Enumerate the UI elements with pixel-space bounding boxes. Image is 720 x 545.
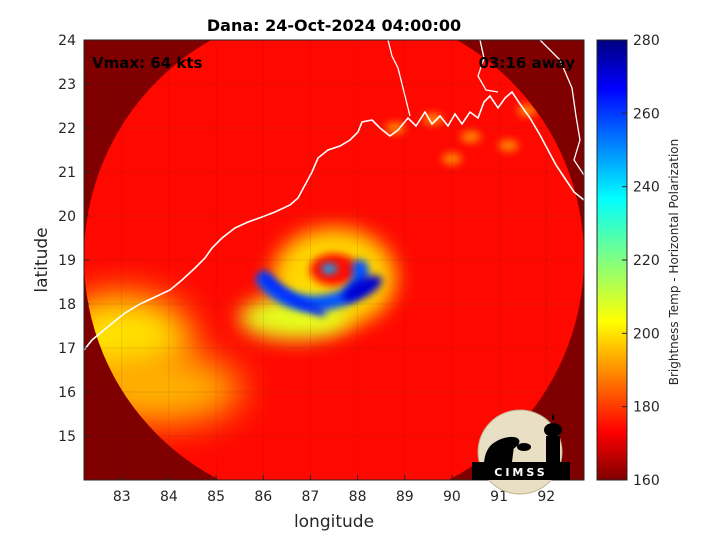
y-tick-label: 20	[58, 209, 76, 225]
y-tick-label: 15	[58, 429, 76, 445]
coastline	[84, 90, 584, 351]
plot-frame	[83, 39, 585, 481]
border-east	[477, 40, 584, 176]
eyewall-core	[342, 275, 383, 302]
cimss-logo: CIMSS	[472, 409, 570, 495]
river-ganges	[387, 40, 411, 117]
convection-cell	[441, 152, 462, 165]
x-axis-label: longitude	[294, 512, 374, 532]
rainband-west	[260, 273, 326, 317]
convection-cell	[460, 130, 481, 143]
colorbar-ticks: 160 180 200 220 240 260 280	[622, 33, 660, 489]
eye-spot	[321, 263, 338, 274]
chart-title: Dana: 24-Oct-2024 04:00:00	[207, 16, 461, 35]
y-tick-label: 24	[58, 33, 76, 49]
colorbar-tick-label: 240	[633, 180, 660, 196]
y-tick-label: 23	[58, 77, 76, 93]
time-away-annotation: 03:16 away	[479, 54, 576, 72]
x-tick-label: 92	[537, 489, 555, 505]
colorbar-tick-label: 280	[633, 33, 660, 49]
heatmap	[84, 40, 584, 480]
x-tick-label: 91	[490, 489, 508, 505]
logo-tower-icon	[546, 436, 560, 462]
convection-cell	[385, 122, 406, 134]
y-tick-label: 19	[58, 253, 76, 269]
logo-text: CIMSS	[494, 466, 547, 479]
vmax-annotation: Vmax: 64 kts	[92, 54, 202, 72]
colorbar-tick-label: 220	[633, 253, 660, 269]
swath	[84, 40, 584, 480]
x-tick-label: 85	[207, 489, 225, 505]
x-tick-label: 89	[396, 489, 414, 505]
colorbar-tick-label: 200	[633, 326, 660, 342]
x-tick-label: 83	[113, 489, 131, 505]
x-tick-label: 86	[254, 489, 272, 505]
colorbar-label: Brightness Temp - Horizontal Polarizatio…	[667, 139, 681, 386]
x-axis-ticks: 83 84 85 86 87 88 89 90 91 92	[113, 475, 555, 505]
x-tick-label: 88	[349, 489, 367, 505]
y-tick-label: 21	[58, 165, 76, 181]
logo-banner	[472, 462, 570, 480]
x-tick-label: 84	[160, 489, 178, 505]
colorbar-tick-label: 160	[633, 473, 660, 489]
gridlines	[84, 39, 584, 480]
colorbar-tick-label: 260	[633, 106, 660, 122]
y-axis-ticks: 15 16 17 18 19 20 21 22 23 24	[58, 33, 89, 445]
x-tick-label: 90	[443, 489, 461, 505]
y-tick-label: 22	[58, 121, 76, 137]
y-tick-label: 18	[58, 297, 76, 313]
y-axis-label: latitude	[32, 227, 52, 292]
colorbar: 160 180 200 220 240 260 280 Brightness Temp - …	[596, 33, 681, 489]
colorbar-tick-label: 180	[633, 400, 660, 416]
y-tick-label: 16	[58, 385, 76, 401]
convection-cell	[498, 139, 519, 152]
x-tick-label: 87	[302, 489, 320, 505]
y-tick-label: 17	[58, 341, 76, 357]
